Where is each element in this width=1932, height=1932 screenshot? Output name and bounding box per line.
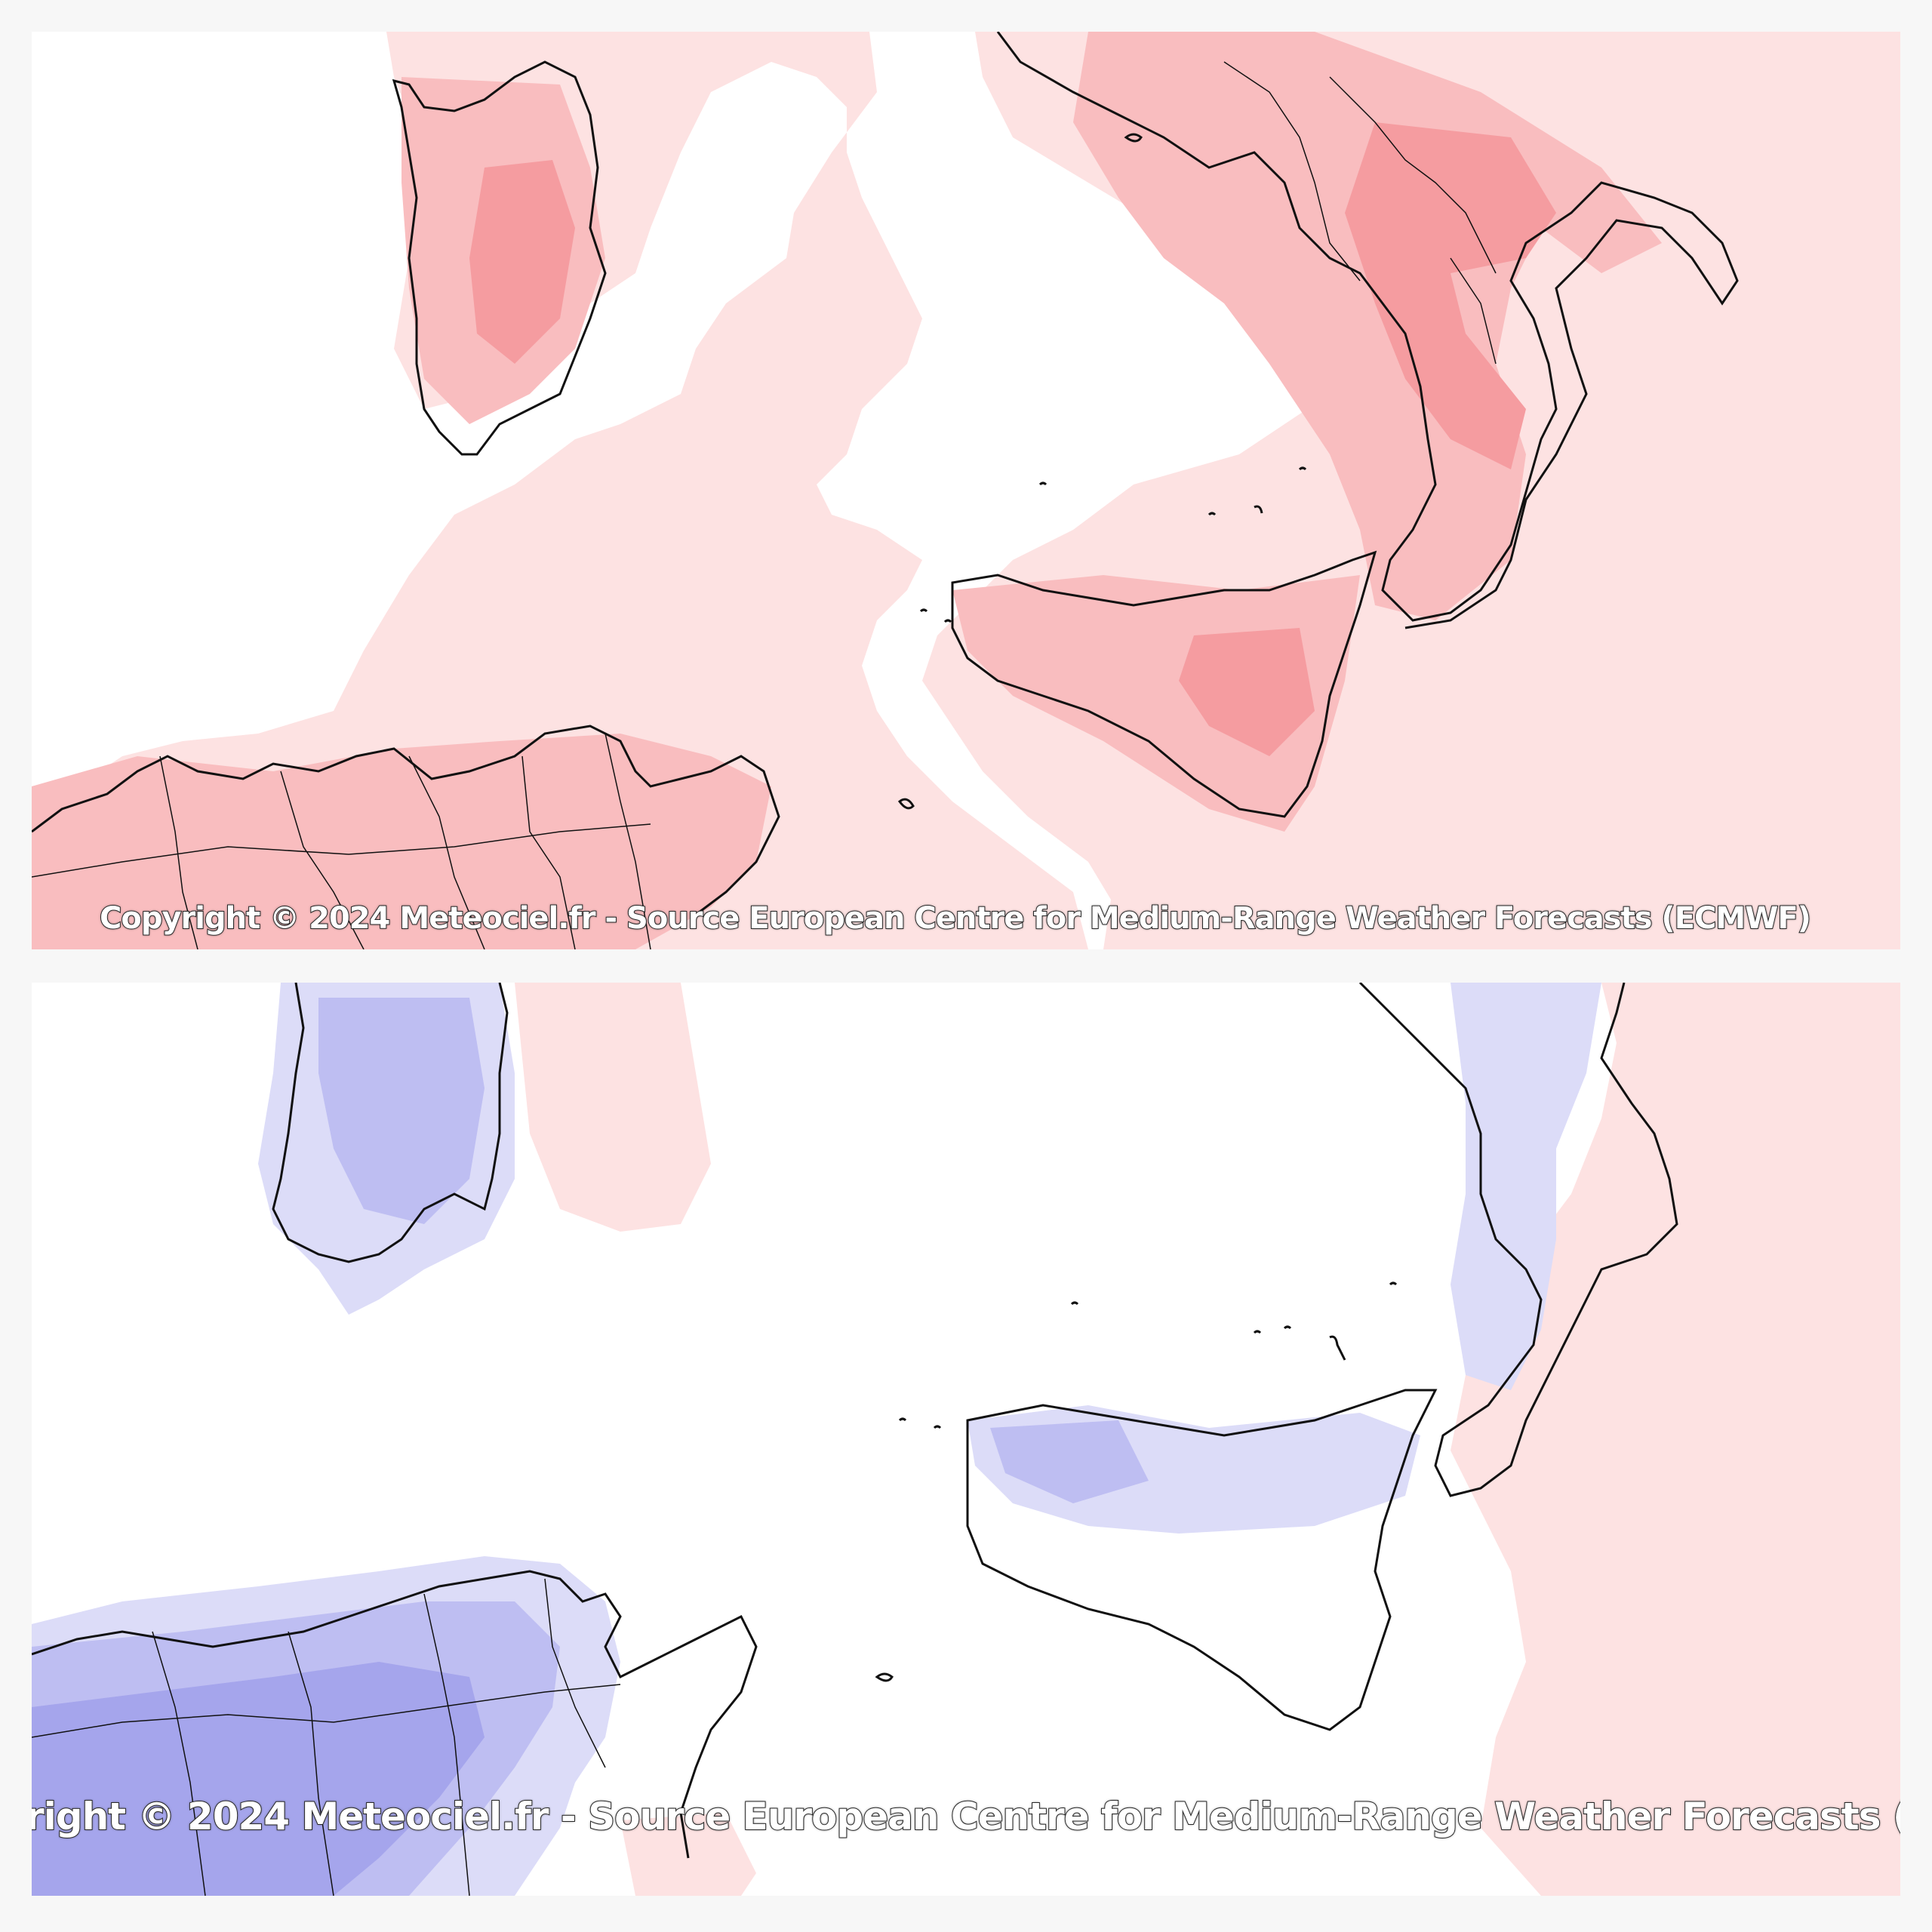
- warm-anomaly-patch-west: [515, 983, 711, 1232]
- sardinia-cold-mid: [318, 998, 485, 1224]
- copyright-text: right © 2024 Meteociel.fr - Source Europ…: [32, 1794, 1900, 1839]
- italy-borders: [1223, 61, 1497, 365]
- warm-anomaly-light: [1451, 983, 1900, 1896]
- map-panel-top: Copyright © 2024 Meteociel.fr - Source E…: [32, 32, 1900, 949]
- italy-warm-strong: [1345, 122, 1556, 469]
- africa-borders: [32, 733, 651, 949]
- italy-coast: [996, 32, 1739, 629]
- africa-borders: [32, 1578, 621, 1896]
- coastlines: [32, 983, 1678, 1896]
- sicily-coast: [951, 550, 1377, 818]
- africa-coast: [32, 1570, 758, 1859]
- islands: [897, 133, 1307, 810]
- map-panel-bottom: right © 2024 Meteociel.fr - Source Europ…: [32, 983, 1900, 1896]
- sicily-coast: [966, 1389, 1438, 1731]
- africa-coast: [32, 724, 780, 916]
- anomaly-map-cold: [32, 983, 1900, 1896]
- sardinia-coast: [392, 60, 607, 456]
- anomaly-map-warm: [32, 32, 1900, 949]
- africa-warm-mid: [32, 734, 771, 949]
- sardinia-coast: [272, 983, 509, 1263]
- calabria-coast: [1358, 983, 1678, 1497]
- calabria-cold-light: [1451, 983, 1601, 1390]
- sicily-cold-mid: [990, 1420, 1149, 1503]
- islands: [875, 1281, 1398, 1682]
- coastlines: [32, 32, 1739, 949]
- sicily-warm-strong: [1179, 628, 1315, 756]
- sardinia-warm-strong: [469, 160, 575, 364]
- copyright-text: Copyright © 2024 Meteociel.fr - Source E…: [99, 900, 1812, 937]
